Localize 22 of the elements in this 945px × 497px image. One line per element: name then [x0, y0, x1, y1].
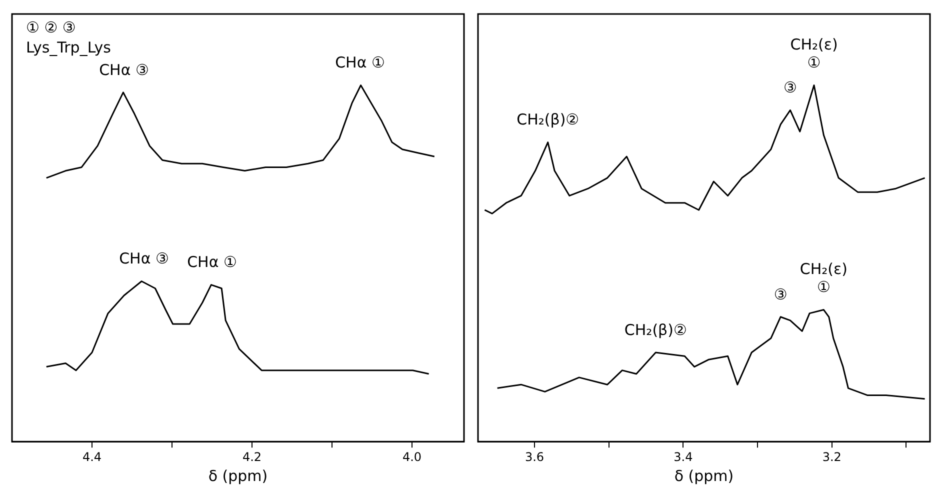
annotation: ① — [816, 278, 830, 296]
x-tick-label: 3.6 — [524, 450, 544, 464]
x-tick-label: 3.4 — [674, 450, 693, 464]
x-tick-label: 4.2 — [242, 450, 262, 464]
annotation: CH₂(β)② — [516, 110, 580, 129]
annotation: ① — [807, 54, 821, 72]
text: ① ② ③ — [26, 18, 76, 36]
annotation: CHα ③ — [119, 250, 169, 268]
x-axis-title: δ (ppm) — [208, 466, 268, 485]
text: Lys_Trp_Lys — [26, 38, 112, 56]
annotation: CH₂(ε) — [800, 260, 848, 278]
annotation: CHα ③ — [99, 60, 149, 79]
annotation: ③ — [784, 78, 797, 97]
x-tick-label: 3.2 — [822, 450, 842, 464]
x-axis-title: δ (ppm) — [674, 466, 734, 485]
x-tick-label: 4.0 — [402, 450, 422, 464]
annotation: ③ — [774, 285, 788, 304]
x-tick-label: 4.4 — [82, 450, 102, 464]
annotation: CHα ① — [335, 54, 385, 72]
annotation: CH₂(ε) — [790, 36, 838, 54]
annotation: CH₂(β)② — [624, 320, 687, 339]
annotation: CHα ① — [187, 253, 237, 272]
